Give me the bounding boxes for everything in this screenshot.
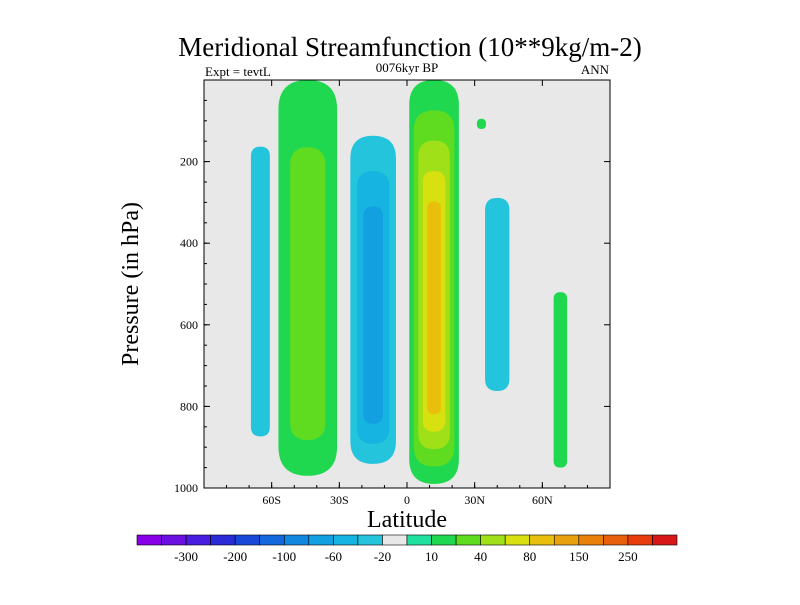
cell-15s-band-60 (363, 206, 383, 424)
colorbar-box (161, 534, 187, 546)
colorbar-box (504, 534, 531, 546)
experiment-note: Expt = tevtL (205, 64, 271, 79)
colorbar-label: -200 (223, 549, 247, 564)
cell-85s-top-band-10 (233, 80, 247, 129)
colorbar-box (578, 534, 604, 546)
cell-80n-top-band-10 (567, 80, 608, 187)
y-tick-label: 600 (180, 318, 198, 332)
colorbar-label: -100 (272, 549, 296, 564)
colorbar-box (529, 534, 555, 546)
colorbar-label: -300 (174, 549, 198, 564)
x-axis: 60S 30S 0 30N 60N (226, 80, 588, 507)
y-tick-label: 200 (180, 155, 198, 169)
contour-field (233, 80, 608, 484)
cell-85s-top (233, 80, 247, 129)
colorbar-box (259, 534, 285, 546)
x-axis-label: Latitude (367, 507, 447, 533)
y-tick-label: 800 (180, 399, 198, 413)
cell-45s-band-20 (290, 147, 326, 441)
cell-45s (278, 80, 338, 476)
cell-12n-band-80 (427, 201, 441, 415)
x-tick-label: 30N (464, 493, 485, 507)
colorbar-box (553, 534, 580, 546)
colorbar-label: 150 (569, 549, 589, 564)
cell-68n-band-10 (553, 292, 568, 468)
colorbar-box (455, 534, 481, 546)
colorbar-box (333, 534, 359, 546)
colorbar-box (382, 534, 408, 546)
cell-40n-band-20 (485, 197, 510, 392)
colorbar-box (627, 534, 653, 546)
colorbar-box (234, 534, 261, 546)
x-tick-label: 0 (404, 493, 410, 507)
colorbar-label: 40 (474, 549, 487, 564)
y-tick-label: 400 (180, 236, 198, 250)
colorbar-box (283, 534, 310, 546)
colorbar-box (308, 534, 334, 546)
colorbar-box (210, 534, 236, 546)
cell-80n-top (567, 80, 608, 187)
season-note: ANN (581, 62, 610, 77)
cell-65s-band-20 (250, 146, 270, 437)
cell-spot-33n (476, 118, 486, 129)
x-tick-label: 30S (330, 493, 349, 507)
colorbar-label: 250 (618, 549, 638, 564)
colorbar-box (185, 534, 211, 546)
cell-68n (553, 292, 568, 468)
y-axis: 200 400 600 800 1000 (174, 99, 610, 495)
cell-12n (409, 80, 459, 484)
colorbar-box (357, 534, 383, 546)
cell-15s (343, 100, 403, 484)
colorbar-box (136, 534, 162, 546)
colorbar-label: 10 (425, 549, 438, 564)
chart-subtitle: 0076kyr BP (376, 60, 438, 75)
colorbar-box (431, 534, 457, 546)
colorbar-label: -20 (374, 549, 391, 564)
x-tick-label: 60N (532, 493, 553, 507)
cell-40n (476, 153, 518, 415)
x-tick-label: 60S (262, 493, 281, 507)
colorbar: -300 -200 -100 -60 -20 10 40 80 150 250 (136, 534, 678, 564)
cell-65s (244, 80, 277, 472)
colorbar-box (603, 534, 629, 546)
chart-title: Meridional Streamfunction (10**9kg/m-2) (178, 32, 641, 62)
colorbar-label: -60 (325, 549, 342, 564)
colorbar-box (652, 534, 678, 546)
y-axis-label: Pressure (in hPa) (118, 202, 144, 366)
colorbar-label: 80 (523, 549, 536, 564)
colorbar-box (480, 534, 506, 546)
colorbar-box (406, 534, 432, 546)
y-tick-label: 1000 (174, 481, 198, 495)
cell-spot-33n-band-10 (476, 118, 486, 129)
